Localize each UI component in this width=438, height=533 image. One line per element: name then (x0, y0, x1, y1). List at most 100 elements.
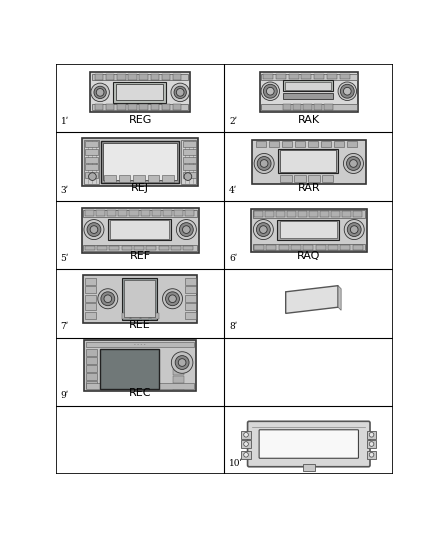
Bar (334, 141, 344, 147)
Bar (85, 246, 95, 251)
Circle shape (244, 432, 248, 437)
Bar (183, 149, 196, 155)
Bar (86, 373, 97, 380)
Bar (113, 82, 166, 103)
Bar (185, 278, 196, 285)
Bar (106, 104, 114, 110)
Bar (181, 140, 196, 184)
Bar (151, 104, 159, 110)
Bar (85, 141, 98, 147)
Circle shape (260, 159, 268, 167)
Bar (151, 74, 159, 79)
Bar (107, 211, 117, 216)
Circle shape (369, 453, 374, 457)
Bar (86, 365, 97, 372)
Bar (289, 74, 299, 79)
Bar (183, 157, 196, 163)
Bar (174, 211, 183, 216)
Bar (276, 74, 286, 79)
Bar (131, 313, 140, 319)
Circle shape (256, 223, 270, 237)
Bar (367, 431, 376, 439)
Bar (117, 104, 126, 110)
Bar (324, 104, 332, 110)
Bar (85, 164, 98, 171)
Bar (162, 104, 170, 110)
Circle shape (343, 87, 351, 95)
Bar (118, 211, 127, 216)
Text: 7ʹ: 7ʹ (60, 322, 69, 332)
Bar (331, 211, 339, 217)
Text: 5ʹ: 5ʹ (60, 254, 69, 263)
Bar (253, 211, 365, 218)
Bar (320, 211, 328, 217)
Bar (86, 383, 194, 390)
Bar (128, 104, 137, 110)
Bar (104, 175, 116, 182)
Bar (314, 104, 322, 110)
Bar (347, 141, 357, 147)
Bar (353, 245, 363, 249)
Bar (117, 74, 126, 79)
Circle shape (171, 83, 190, 102)
Bar (280, 175, 292, 182)
Bar (185, 303, 196, 310)
Bar (183, 164, 196, 171)
Bar (92, 103, 188, 110)
Bar (96, 211, 105, 216)
Bar (106, 74, 114, 79)
Bar (367, 440, 376, 448)
Bar (261, 74, 357, 79)
Circle shape (162, 289, 183, 309)
Bar (185, 211, 194, 216)
Bar (280, 150, 336, 172)
Bar (322, 175, 333, 182)
Bar (173, 384, 184, 390)
Bar (309, 211, 318, 217)
Bar (119, 175, 130, 182)
Circle shape (184, 173, 192, 181)
Circle shape (101, 292, 115, 306)
Bar (185, 312, 196, 319)
Text: REJ: REJ (131, 183, 149, 193)
Bar (241, 451, 251, 459)
Bar (251, 209, 367, 252)
Bar (183, 172, 196, 178)
Circle shape (96, 88, 104, 96)
Bar (110, 246, 120, 251)
FancyBboxPatch shape (252, 140, 366, 184)
FancyBboxPatch shape (259, 430, 358, 458)
Bar (173, 74, 181, 79)
Bar (254, 211, 263, 217)
Circle shape (340, 84, 354, 98)
Circle shape (343, 154, 364, 174)
Circle shape (253, 220, 273, 240)
Bar (314, 74, 324, 79)
Circle shape (175, 356, 189, 369)
Circle shape (346, 157, 360, 171)
Bar (304, 104, 312, 110)
Bar (92, 74, 188, 80)
Bar (256, 141, 266, 147)
Circle shape (350, 225, 358, 233)
Circle shape (338, 82, 357, 101)
Bar (287, 211, 296, 217)
Text: 2ʹ: 2ʹ (229, 117, 237, 126)
Bar (241, 431, 251, 439)
Bar (353, 211, 362, 217)
Bar (185, 295, 196, 302)
Circle shape (244, 442, 248, 446)
Bar (84, 140, 99, 184)
Bar (134, 246, 144, 251)
Bar (122, 313, 130, 319)
Circle shape (369, 432, 374, 437)
Circle shape (87, 223, 101, 237)
Circle shape (266, 87, 274, 95)
Circle shape (257, 157, 271, 171)
Bar (85, 211, 94, 216)
FancyBboxPatch shape (259, 72, 358, 112)
Circle shape (174, 86, 186, 99)
Bar (269, 141, 279, 147)
Bar (122, 278, 157, 320)
Bar (183, 141, 196, 147)
